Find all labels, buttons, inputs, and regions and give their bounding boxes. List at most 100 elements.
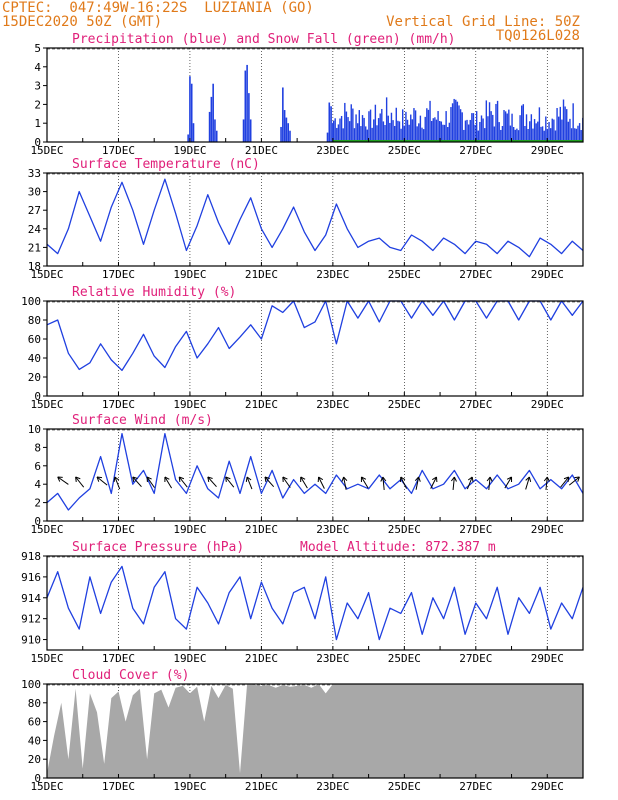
- precip-bar: [562, 99, 565, 142]
- wind-arrow: [57, 476, 69, 485]
- precip-bar: [459, 109, 462, 142]
- precip-bar: [524, 125, 526, 142]
- precip-bar: [474, 124, 476, 142]
- precip-bar: [406, 119, 409, 142]
- precip-bar: [377, 118, 380, 142]
- precip-bar: [461, 112, 463, 142]
- precip-bar: [337, 124, 340, 142]
- x-tick-label: 27DEC: [459, 268, 492, 281]
- wind-arrow: [317, 476, 325, 489]
- precip-bar: [522, 104, 525, 142]
- precip-bar: [283, 110, 286, 142]
- y-tick-label: 914: [21, 592, 41, 605]
- precip-bar: [427, 109, 430, 142]
- precip-bar: [285, 117, 288, 142]
- precip-bar: [467, 124, 470, 142]
- precip-bar: [287, 123, 289, 142]
- precip-bar: [504, 111, 507, 142]
- y-tick-label: 8: [34, 441, 41, 454]
- precip-bar: [212, 83, 214, 142]
- precip-bar: [330, 106, 332, 142]
- precip-bar: [559, 106, 561, 142]
- precip-bar: [580, 130, 582, 142]
- precip-bar: [451, 103, 454, 142]
- x-tick-label: 17DEC: [102, 652, 135, 665]
- x-tick-label: 19DEC: [173, 523, 206, 536]
- y-tick-label: 24: [28, 223, 42, 236]
- precip-bar: [384, 124, 386, 142]
- precip-bar: [509, 125, 512, 142]
- panel-frame: [46, 300, 584, 397]
- x-tick-label: 27DEC: [459, 652, 492, 665]
- precip-bar: [569, 118, 571, 142]
- precip-bar: [402, 109, 404, 142]
- y-tick-label: 6: [34, 460, 41, 473]
- y-tick-label: 5: [34, 42, 41, 55]
- y-tick-label: 916: [21, 571, 41, 584]
- x-tick-label: 21DEC: [245, 144, 278, 157]
- precip-bar: [353, 128, 356, 142]
- precip-bar: [361, 115, 364, 142]
- precip-bar: [566, 109, 568, 142]
- precip-bar: [506, 113, 508, 142]
- precip-bar: [490, 111, 492, 142]
- panel-2: 18 21 24 27 30 33 15DEC 17DEC 19DEC 21DEC 23DEC 25D…: [28, 157, 584, 281]
- precip-bar: [453, 98, 455, 142]
- precip-bar: [339, 118, 341, 142]
- precip-bar: [358, 110, 360, 142]
- x-tick-label: 19DEC: [173, 652, 206, 665]
- precip-bar: [484, 128, 486, 142]
- x-tick-label: 23DEC: [316, 780, 349, 793]
- precip-bar: [393, 125, 396, 142]
- model-altitude: Model Altitude: 872.387 m: [300, 540, 496, 555]
- panel-frame: [46, 555, 584, 651]
- precip-bar: [190, 83, 193, 142]
- precip-bar: [376, 125, 378, 142]
- panel-frame: [46, 172, 584, 267]
- panel-3: 0 20 40 60 80 100 15DEC 17DEC 19DEC 21DEC 23DEC 25D…: [21, 285, 584, 411]
- x-tick-label: 15DEC: [30, 523, 63, 536]
- x-tick-label: 17DEC: [102, 398, 135, 411]
- precip-bar: [480, 115, 483, 142]
- model-code: TQ0126L028: [495, 28, 580, 44]
- precip-bar: [538, 107, 541, 142]
- precip-bar: [503, 110, 505, 142]
- wind-arrow: [360, 476, 369, 489]
- x-tick-label: 27DEC: [459, 398, 492, 411]
- precip-bar: [435, 119, 438, 142]
- precip-bar: [493, 126, 496, 142]
- panel-5: 910 912 914 916 918 15DEC 17DEC 19DEC 21DEC 23DEC…: [21, 540, 584, 665]
- wind-arrow: [525, 476, 532, 490]
- y-tick-label: 30: [28, 186, 41, 199]
- precip-bar: [246, 64, 248, 142]
- precip-bar: [398, 121, 401, 142]
- precip-bar: [548, 122, 550, 142]
- x-tick-label: 25DEC: [388, 144, 421, 157]
- precip-bar: [525, 114, 528, 142]
- station-header: CPTEC: 047:49W-16:22S LUZIANIA (GO): [2, 0, 314, 16]
- y-tick-label: 0: [34, 390, 41, 403]
- precip-bar: [570, 128, 573, 142]
- precip-bar: [411, 119, 414, 142]
- precip-bar: [529, 121, 531, 142]
- precip-bar: [432, 118, 434, 142]
- x-tick-label: 19DEC: [173, 144, 206, 157]
- precip-bar: [424, 116, 426, 142]
- precip-bar: [210, 96, 213, 142]
- precip-bar: [501, 125, 504, 142]
- precip-bar: [508, 109, 510, 142]
- precip-bar: [336, 127, 338, 142]
- x-tick-label: 27DEC: [459, 523, 492, 536]
- precip-bar: [438, 120, 441, 142]
- precip-bar: [495, 103, 497, 142]
- x-tick-label: 29DEC: [531, 780, 564, 793]
- precip-bar: [455, 99, 457, 142]
- precip-bar: [464, 120, 467, 142]
- precip-bar: [517, 130, 520, 142]
- y-tick-label: 3: [34, 80, 41, 93]
- precip-bar: [530, 114, 533, 142]
- x-tick-label: 17DEC: [102, 523, 135, 536]
- x-tick-label: 17DEC: [102, 780, 135, 793]
- precip-bar: [363, 117, 365, 142]
